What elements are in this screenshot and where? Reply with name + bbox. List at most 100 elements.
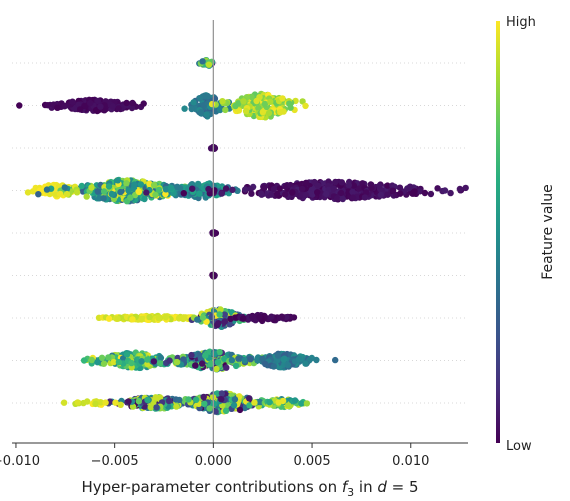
data-point <box>273 190 281 197</box>
data-point <box>115 358 123 366</box>
data-point <box>100 195 107 202</box>
x-axis-title: Hyper-parameter contributions on f3 in d… <box>81 478 418 499</box>
data-point <box>174 183 181 190</box>
data-point <box>355 185 363 192</box>
data-point <box>259 108 267 116</box>
data-point <box>153 404 160 411</box>
data-point <box>214 390 221 397</box>
data-point <box>256 313 263 321</box>
colorbar <box>496 21 500 443</box>
data-point <box>338 179 345 186</box>
data-point <box>194 316 201 323</box>
data-point <box>100 360 108 367</box>
data-point <box>298 400 305 407</box>
data-point <box>266 399 273 406</box>
data-point <box>125 187 132 194</box>
data-point <box>125 398 132 405</box>
data-point <box>235 355 242 362</box>
data-point <box>76 106 84 113</box>
data-point <box>377 191 385 199</box>
data-point <box>284 361 291 369</box>
data-point <box>350 182 357 189</box>
data-point <box>155 186 163 194</box>
data-point <box>240 98 247 105</box>
data-point <box>280 108 287 115</box>
data-point <box>229 186 236 193</box>
data-point <box>218 190 225 197</box>
data-point <box>190 99 197 106</box>
data-point <box>88 184 95 191</box>
data-point <box>248 190 255 197</box>
data-point <box>447 189 454 197</box>
data-point <box>389 187 397 194</box>
data-point <box>302 191 310 199</box>
data-point <box>180 190 187 197</box>
data-point <box>54 104 61 111</box>
data-point <box>222 106 229 114</box>
data-point <box>349 188 356 196</box>
data-point <box>232 362 240 370</box>
data-point <box>162 314 169 321</box>
data-point <box>222 185 230 192</box>
data-point <box>349 194 357 201</box>
data-point <box>249 313 256 320</box>
data-point <box>207 360 214 367</box>
data-point <box>143 189 150 196</box>
data-point <box>141 195 148 203</box>
data-point <box>80 357 88 364</box>
data-point <box>108 190 116 198</box>
data-point <box>259 355 266 362</box>
data-point <box>282 191 289 198</box>
data-point <box>384 182 391 189</box>
data-point <box>24 189 32 196</box>
data-point <box>333 195 341 202</box>
data-point <box>205 61 213 68</box>
data-point <box>376 182 383 189</box>
data-point <box>291 397 299 404</box>
data-point <box>462 184 469 192</box>
data-point <box>192 362 199 369</box>
data-point <box>270 185 278 193</box>
data-point <box>94 188 101 195</box>
data-point <box>216 349 223 356</box>
data-point <box>100 188 108 195</box>
data-point <box>270 363 277 370</box>
x-ticks: −0.010 −0.005 0.000 0.005 0.010 <box>0 443 429 469</box>
data-point <box>60 399 68 406</box>
data-point <box>206 405 213 412</box>
data-point <box>247 356 254 363</box>
data-point <box>218 390 226 397</box>
data-point <box>200 393 207 401</box>
data-point <box>283 314 290 321</box>
data-point <box>260 184 268 191</box>
data-point <box>434 185 441 192</box>
data-point <box>152 394 159 401</box>
data-point <box>278 313 286 321</box>
data-point <box>84 398 91 405</box>
data-point <box>87 99 94 107</box>
data-point <box>63 190 71 198</box>
data-point <box>251 399 258 406</box>
data-point <box>199 58 206 65</box>
data-point <box>197 109 205 116</box>
data-point <box>255 104 262 112</box>
data-point <box>83 193 90 200</box>
data-point <box>332 356 339 364</box>
data-point <box>281 355 288 362</box>
data-point <box>314 182 322 189</box>
data-point <box>156 360 164 367</box>
data-point <box>73 189 81 196</box>
x-tick-label: 0.005 <box>293 454 330 469</box>
data-point <box>211 400 218 408</box>
data-point <box>135 188 143 195</box>
x-axis-title-prefix: Hyper-parameter contributions on <box>81 478 341 496</box>
data-point <box>180 356 187 363</box>
data-point <box>135 398 143 405</box>
data-point <box>230 401 238 409</box>
data-point <box>274 352 282 359</box>
data-point <box>240 315 247 322</box>
data-point <box>71 105 79 113</box>
data-point <box>115 105 122 112</box>
data-point <box>330 185 337 192</box>
